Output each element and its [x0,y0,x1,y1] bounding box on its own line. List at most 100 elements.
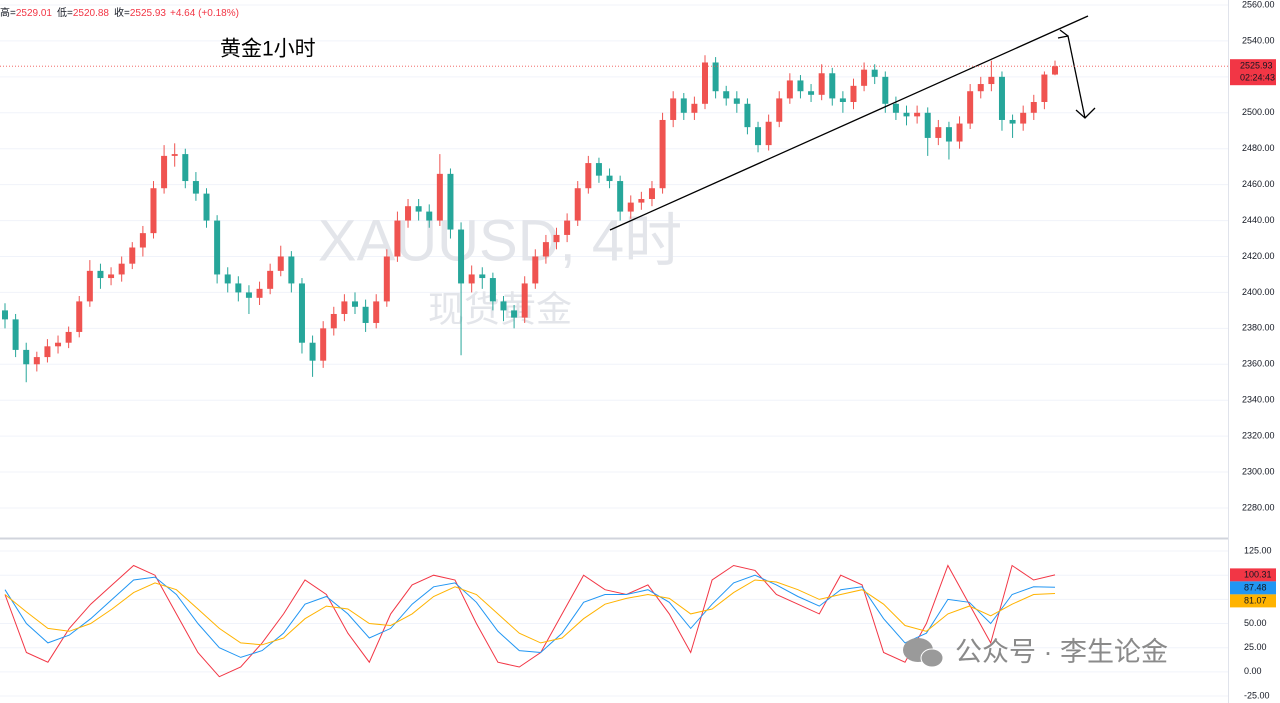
candle-body [914,112,921,117]
header-value: 2525.93 [130,8,167,19]
candle-body [861,69,868,86]
watermark-name: 现货黄金 [428,289,572,330]
header-value: 2529.01 [16,8,53,19]
candle-body [606,175,613,182]
indicator-line [4,574,1056,658]
candle-body [139,233,146,248]
candle-body [214,220,221,275]
candle-body [829,73,836,99]
candle-body [23,349,30,365]
candle-body [489,278,496,302]
header-value: 2520.88 [73,8,110,19]
candle-body [150,188,157,234]
candle-body [330,313,337,329]
candle-body [224,274,231,284]
candle-body [65,331,72,343]
candle-body [192,181,199,194]
indicator-value-box [1230,568,1276,582]
candle-body [267,270,274,289]
y-tick-label: -25.00 [1244,690,1270,700]
candle-body [1009,119,1016,124]
indicator-value-label: 100.31 [1244,569,1272,579]
candle-body [818,73,825,95]
trend-line [609,15,1089,231]
y-tick-label: 2300.00 [1242,466,1275,476]
candle-body [44,346,51,358]
y-tick-label: 2340.00 [1242,395,1275,405]
candle-body [171,154,178,156]
y-tick-label: 0.00 [1244,666,1262,676]
candle-body [2,310,8,320]
candle-body [542,242,549,257]
header-label: 高= [0,6,16,19]
candle-body [903,112,910,117]
candle-body [309,342,316,361]
candle-body [277,256,284,271]
candle-body [892,103,899,113]
indicator-value-box [1230,581,1276,595]
candle-body [521,283,528,318]
candle-body [670,98,677,120]
candle-body [12,319,19,350]
candle-body [776,98,783,122]
candle-body [935,127,942,138]
y-tick-label: 2380.00 [1242,323,1275,333]
y-tick-label: 2420.00 [1242,251,1275,261]
y-tick-label: 2460.00 [1242,179,1275,189]
candle-body [585,163,592,189]
y-tick-label: 2500.00 [1242,107,1275,117]
candle-body [988,76,995,85]
candle-body [532,256,539,284]
candle-body [850,85,857,102]
candle-body [341,301,348,314]
candle-body [712,62,719,92]
candle-body [129,247,136,264]
candle-body [733,98,740,104]
header-label: 收= [114,6,130,19]
candle-body [362,306,369,323]
candle-body [882,76,889,104]
grid [0,4,1228,697]
candle-body [458,229,465,284]
candle-body [447,173,454,230]
candle-body [288,256,295,284]
candle-body [394,220,401,257]
candle-body [998,76,1005,120]
indicator [4,564,1056,678]
candle-body [797,80,804,92]
candle-body [426,211,433,221]
wechat-icon [920,648,944,668]
candle-body [500,301,507,311]
indicator-value-label: 87.48 [1244,582,1267,592]
account-name: 公众号 · 李生论金 [955,637,1168,667]
watermark-symbol: XAUUSD, 4时 [318,208,682,273]
candle-body [680,98,687,113]
y-tick-label: 2280.00 [1242,502,1275,512]
candle-body [383,256,390,302]
candle-body [945,127,952,142]
last-price-box [1230,59,1276,86]
y-tick-label: 25.00 [1244,642,1267,652]
candle-body [373,301,380,323]
candle-body [1052,66,1058,75]
y-tick-label: 2560.00 [1242,0,1275,9]
indicator-value-box [1230,594,1276,608]
forecast-arrow [1057,29,1096,119]
candle-body [574,188,581,221]
candle-body [595,163,602,176]
header-label: 低= [57,6,73,19]
candle-body [479,274,486,279]
last-price-label: 2525.93 [1240,61,1273,71]
y-tick-label: 2540.00 [1242,35,1275,45]
candle-body [298,283,305,343]
account-watermark: 公众号 · 李生论金 [903,637,1168,668]
candle-body [723,91,730,99]
candle-body [86,270,93,302]
candle-body [648,188,655,200]
indicator-line [4,564,1056,678]
candles [2,55,1058,383]
candle-body [1020,112,1027,124]
candle-body [924,112,931,138]
